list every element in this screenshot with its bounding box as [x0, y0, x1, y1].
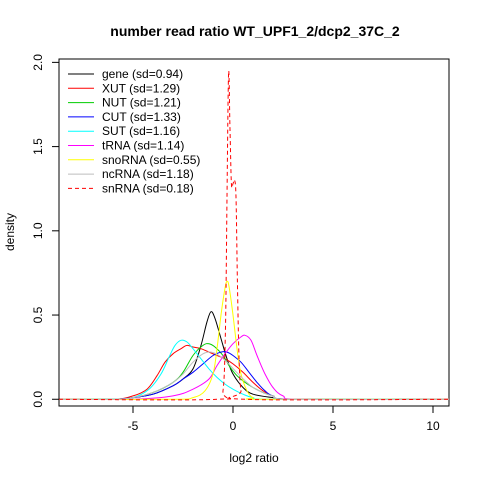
series-line-3 [58, 351, 450, 401]
y-tick-label: 0.5 [31, 306, 45, 323]
legend-label: SUT (sd=1.16) [102, 124, 180, 138]
y-tick-label: 0.0 [31, 391, 45, 408]
legend-label: snRNA (sd=0.18) [102, 181, 194, 195]
legend-label: gene (sd=0.94) [102, 67, 183, 81]
legend-label: XUT (sd=1.29) [102, 81, 180, 95]
series-line-4 [58, 339, 450, 400]
x-axis: -5 0 5 10 [128, 405, 440, 433]
legend-label: NUT (sd=1.21) [102, 96, 181, 110]
series-line-1 [58, 344, 450, 401]
x-tick-label: -5 [128, 419, 139, 433]
series-line-2 [58, 343, 450, 401]
x-axis-label: log2 ratio [229, 451, 279, 465]
series-line-6 [58, 280, 450, 400]
x-tick-label: 10 [426, 419, 440, 433]
legend-label: ncRNA (sd=1.18) [102, 167, 194, 181]
y-axis-label: density [3, 213, 17, 251]
y-tick-label: 2.0 [31, 54, 45, 71]
series-line-0 [58, 311, 450, 400]
chart-title: number read ratio WT_UPF1_2/dcp2_37C_2 [110, 23, 400, 39]
y-tick-label: 1.0 [31, 222, 45, 239]
legend-label: CUT (sd=1.33) [102, 110, 181, 124]
x-tick-label: 0 [230, 419, 237, 433]
legend: gene (sd=0.94)XUT (sd=1.29)NUT (sd=1.21)… [68, 67, 200, 195]
y-axis: 0.0 0.5 1.0 1.5 2.0 [31, 54, 60, 408]
series-layer [58, 70, 450, 401]
legend-label: tRNA (sd=1.14) [102, 139, 184, 153]
series-line-7 [58, 351, 450, 401]
legend-label: snoRNA (sd=0.55) [102, 153, 200, 167]
x-tick-label: 5 [330, 419, 337, 433]
y-tick-label: 1.5 [31, 138, 45, 155]
series-line-5 [58, 334, 450, 401]
